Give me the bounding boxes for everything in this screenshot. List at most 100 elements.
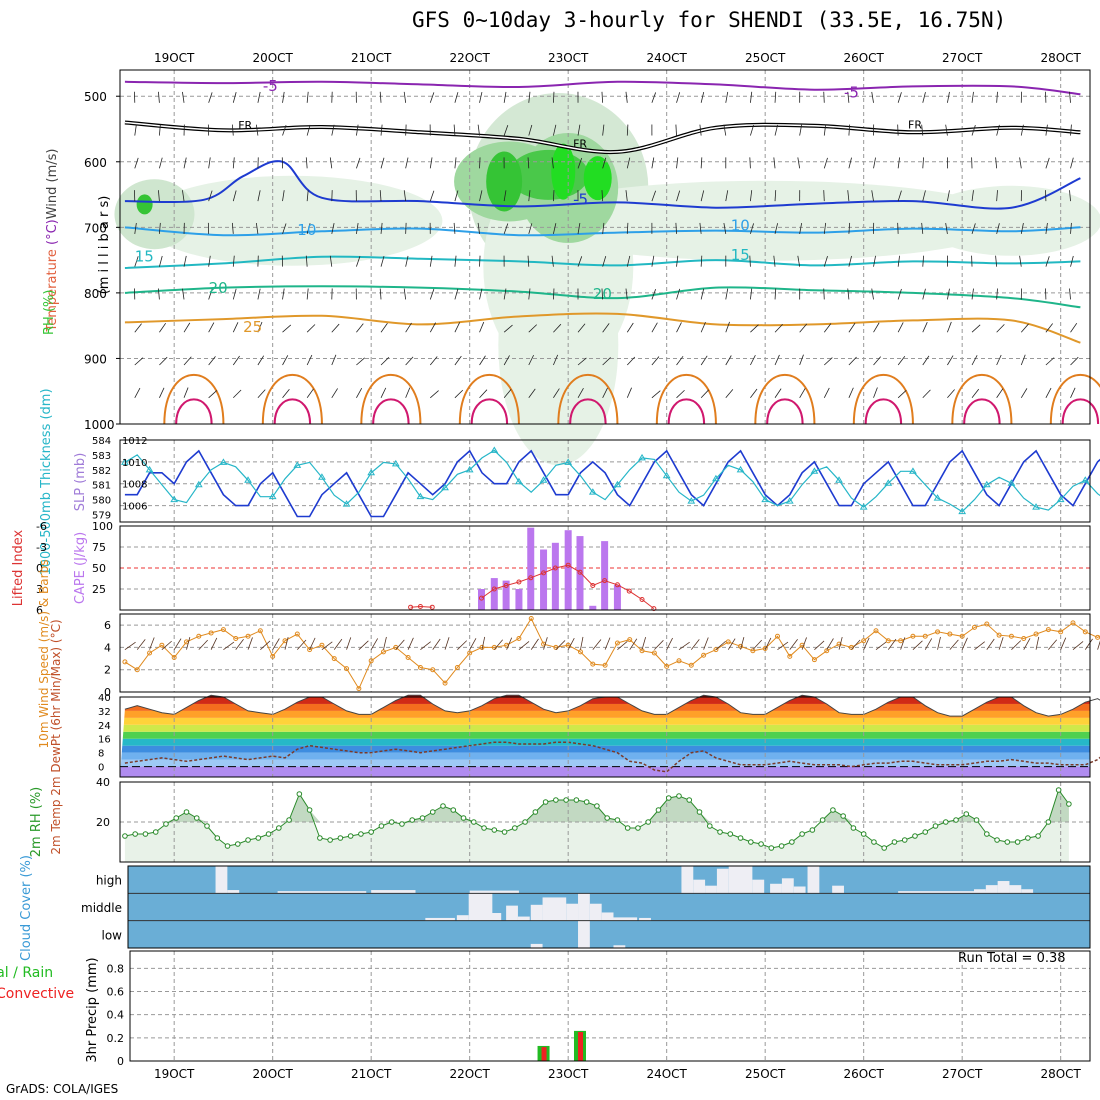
wind-speed-marker [836,641,842,647]
wind-tick: 2 [104,664,111,677]
wind-speed-marker [750,648,756,654]
wind-barb [750,91,753,103]
wind-barb [380,387,387,398]
wind-barb-10m [161,640,172,650]
thickness-frame [119,439,1091,523]
wind-barb [454,157,457,169]
wind-barb-10m [1084,638,1093,650]
wind-barb [723,222,727,234]
wind-barb [232,190,237,202]
wind-barb [750,124,754,136]
li-marker [626,588,632,594]
cloud-bar-high [681,866,694,894]
wind-barb [676,255,679,267]
thickness-marker [1032,503,1040,510]
temp-band [120,738,1090,746]
wind-barb [528,324,537,333]
wind-barb [430,390,439,399]
wind-barb-10m [358,640,369,650]
li-marker [516,579,522,585]
x-tick-bottom: 28OCT [1040,1067,1081,1081]
rh-marker [255,835,262,841]
wind-barb-10m [124,641,136,650]
wind-speed-marker [208,630,214,636]
li-marker [408,604,414,610]
wind-barb [774,354,780,366]
wind-barb [134,256,139,267]
x-tick-top: 27OCT [942,51,983,65]
wind-barb [282,388,290,399]
wind-speed-marker [725,639,731,645]
li-marker [552,565,558,571]
wind-barb [528,91,531,103]
wind-barb [897,190,902,202]
wind-barb [183,157,187,169]
rh-marker [973,817,980,823]
isotherm-30 [655,373,717,425]
rh-marker [522,819,528,825]
rh-marker [676,793,682,799]
wind-barb [601,91,604,103]
thickness-marker [761,495,770,503]
wind-barb [232,92,237,103]
rh-marker [512,825,518,831]
wind-barb [528,354,534,366]
rh-marker [399,821,405,827]
wind-barb-10m [198,639,208,650]
rh-tick: 20 [96,816,110,829]
wind-barb [158,288,160,300]
wind-barb [331,354,337,366]
wind-barb [503,190,507,202]
wind-barb [429,322,436,333]
wind-barb [208,190,213,202]
wind-barb [159,356,168,366]
isotherm-35 [864,398,903,425]
cloud-bar-high [807,866,820,894]
wind-barb [1019,157,1022,169]
wind-barb [1069,288,1071,300]
wind-speed-marker [688,662,694,668]
wind-barb [577,124,581,136]
wind-speed-marker [701,652,707,658]
wind-speed-marker [134,667,140,673]
cloud-bar-high [985,885,998,894]
wind-barb [626,356,636,366]
thickness-marker [662,471,671,479]
wind-barb [871,190,874,202]
wind-barb [700,288,705,300]
rh-marker [553,797,559,803]
isotherm-label: 15 [135,247,154,265]
wind-barb [577,222,581,234]
wind-speed-marker [713,647,719,653]
rh-marker [932,823,939,829]
wind-barb-10m [506,637,513,650]
temp-tick: 16 [98,735,111,746]
x-tick-bottom: 27OCT [942,1067,983,1081]
wind-barb [208,356,216,366]
wind-barb [380,222,383,234]
rh-marker [317,835,323,841]
wind-barb [454,92,459,103]
temp-band [120,731,1090,739]
wind-barb [1020,223,1024,234]
wind-barb [774,323,783,333]
isotherm-FR-inner [124,121,1081,153]
wind-barb-10m [826,638,834,650]
wind-barb [799,388,806,398]
wind-barb [823,124,827,136]
wind-barb-10m [420,641,431,650]
cloud-bar-high [781,878,794,894]
wind-barb-10m [346,637,352,650]
cloud-bar-middle [566,903,579,921]
wind-barb-10m [814,640,825,650]
wind-barb [725,288,729,300]
cape-tick: 100 [92,520,113,533]
wind-barb [429,92,435,103]
thickness-marker [1081,476,1090,483]
isotherm-35 [372,398,410,425]
wind-barb [921,222,924,234]
wind-barb [625,91,628,103]
wind-barb-10m [629,638,638,650]
li-line [410,605,433,608]
